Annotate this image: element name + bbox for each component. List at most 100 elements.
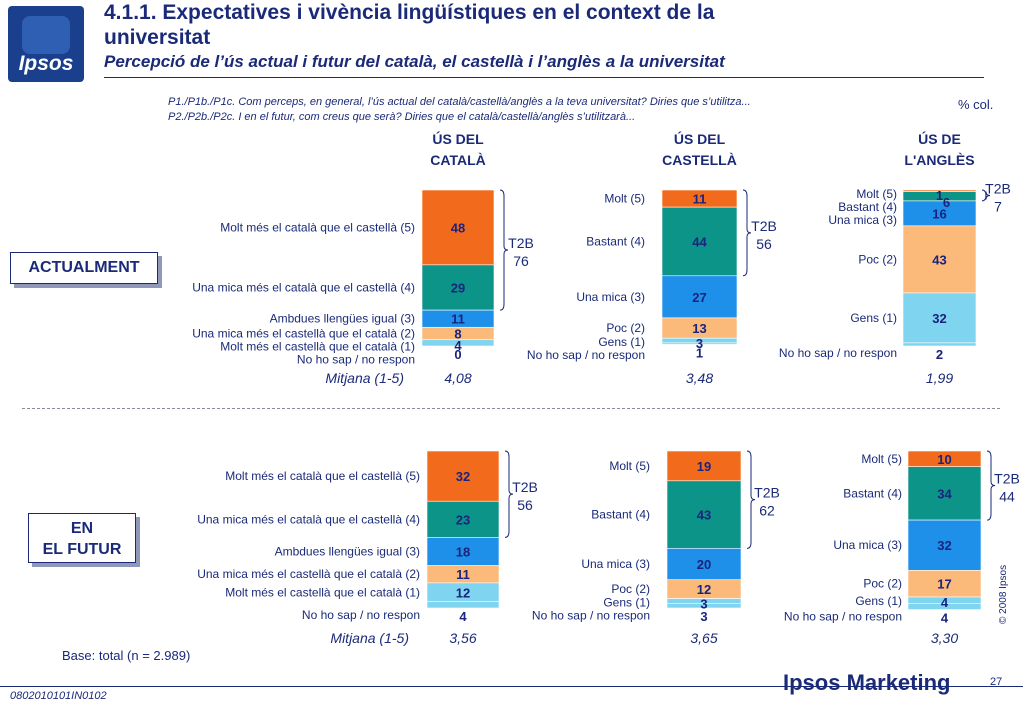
column-title: CATALÀ [430, 152, 485, 168]
footer-brand: Ipsos Marketing [783, 670, 951, 695]
value-label: 12 [456, 585, 470, 600]
value-label: 44 [692, 234, 707, 249]
category-label: Poc (2) [863, 577, 902, 591]
mean-value: 4,08 [444, 370, 471, 386]
value-label: 19 [697, 459, 711, 474]
bar-segment [907, 602, 982, 610]
mean-value: 3,56 [449, 630, 476, 646]
category-label: Gens (1) [603, 596, 650, 610]
question-future: P2./P2b./P2c. I en el futur, com creus q… [168, 111, 636, 123]
category-label: No ho sap / no respon [527, 348, 645, 362]
category-label: Ambdues llengües igual (3) [270, 312, 415, 326]
category-label: Una mica més el català que el castellà (… [197, 512, 420, 526]
bar-segment [661, 342, 738, 345]
bar-segment [426, 537, 500, 566]
category-label: Molt (5) [609, 459, 650, 473]
section-future-line1: EN [70, 520, 94, 537]
mean-value: 1,99 [926, 370, 953, 386]
bar-segment [907, 466, 982, 521]
value-label: 11 [693, 192, 707, 207]
category-label: Molt més el català que el castellà (5) [225, 469, 420, 483]
value-label: 1 [696, 345, 703, 360]
bar-segment [902, 225, 977, 294]
t2b-bracket [742, 189, 752, 277]
category-label: Gens (1) [855, 594, 902, 608]
category-label: Molt (5) [861, 452, 902, 466]
category-label: No ho sap / no respon [302, 608, 420, 622]
value-label: 32 [456, 469, 470, 484]
bar-segment [902, 342, 977, 347]
value-label: 11 [456, 567, 470, 582]
value-label: 3 [696, 336, 703, 351]
logo-face-shape [22, 16, 70, 54]
category-label: Poc (2) [606, 321, 645, 335]
value-label: 23 [456, 512, 470, 527]
t2b-bracket [986, 450, 996, 521]
base-note: Base: total (n = 2.989) [62, 648, 191, 663]
value-label: 4 [941, 595, 949, 610]
value-label: 29 [451, 281, 465, 296]
page-subtitle: Percepció de l’ús actual i futur del cat… [104, 52, 725, 71]
value-label: 4 [454, 338, 462, 353]
bar-segment [421, 189, 495, 266]
category-label: Molt (5) [604, 192, 645, 206]
value-label: 43 [697, 508, 711, 523]
t2b-value: 62 [759, 503, 775, 519]
value-label: 4 [459, 609, 467, 624]
category-label: Bastant (4) [586, 234, 645, 248]
bar-segment [421, 339, 495, 347]
logo-text: Ipsos [18, 52, 74, 75]
t2b-value: 56 [756, 236, 772, 252]
category-label: Molt més el castellà que el català (1) [220, 340, 415, 354]
bar-segment [907, 519, 982, 571]
value-label: 27 [692, 290, 706, 305]
t2b-value: 7 [994, 198, 1002, 214]
value-label: 13 [692, 321, 706, 336]
category-label: Bastant (4) [838, 200, 897, 214]
category-label: Una mica (3) [833, 538, 902, 552]
unit-label: % col. [958, 97, 994, 112]
t2b-value: 56 [517, 497, 533, 513]
category-label: No ho sap / no respon [779, 346, 897, 360]
footer-divider [0, 686, 1023, 687]
t2b-bracket [746, 450, 756, 549]
value-label: 3 [700, 597, 707, 612]
section-future-label: EN EL FUTUR [28, 513, 136, 563]
t2b-label: T2B [751, 218, 777, 234]
bar-segment [902, 200, 977, 227]
column-title: L'ANGLÈS [904, 152, 974, 168]
section-future-line2: EL FUTUR [42, 541, 122, 558]
bar-segment [666, 602, 742, 609]
footer-code: 0802010101IN0102 [10, 690, 107, 702]
t2b-value: 76 [513, 253, 529, 269]
section-current-label: ACTUALMENT [10, 252, 158, 284]
category-label: No ho sap / no respon [784, 610, 902, 624]
ipsos-logo: Ipsos [8, 6, 84, 82]
value-label: 34 [937, 486, 952, 501]
t2b-label: T2B [994, 471, 1020, 487]
column-title: ÚS DEL [674, 130, 726, 147]
t2b-label: T2B [754, 485, 780, 501]
column-title: ÚS DEL [432, 130, 484, 147]
bar-segment [666, 480, 742, 549]
value-label: 32 [937, 538, 951, 553]
t2b-label: T2B [512, 479, 538, 495]
value-label: 12 [697, 582, 711, 597]
value-label: 6 [943, 195, 950, 210]
value-label: 3 [700, 609, 707, 624]
value-label: 32 [932, 311, 946, 326]
bar-segment [426, 601, 500, 609]
category-label: Una mica més el castellà que el català (… [197, 567, 420, 581]
title-divider [104, 77, 984, 78]
mean-label: Mitjana (1-5) [325, 370, 404, 386]
value-label: 43 [932, 252, 946, 267]
category-label: Bastant (4) [843, 486, 902, 500]
copyright-note: © 2008 Ipsos [998, 564, 1009, 624]
category-label: Poc (2) [858, 252, 897, 266]
category-label: Molt més el català que el castellà (5) [220, 220, 415, 234]
category-label: Una mica més el català que el castellà (… [192, 281, 415, 295]
category-label: Molt (5) [856, 187, 897, 201]
category-label: Molt més el castellà que el català (1) [225, 585, 420, 599]
mean-value: 3,30 [931, 630, 958, 646]
